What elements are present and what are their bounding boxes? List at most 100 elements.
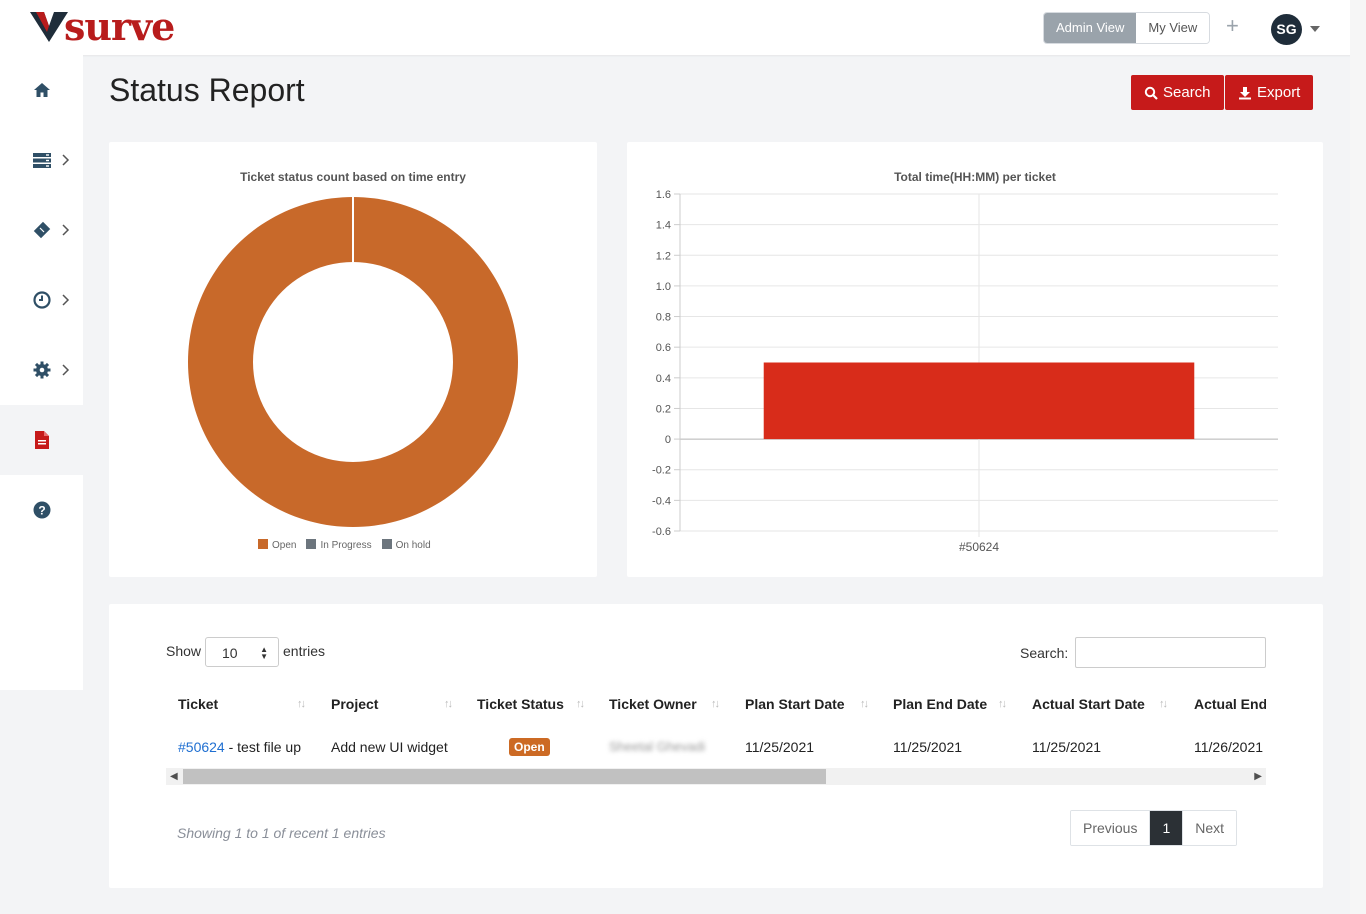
my-view-button[interactable]: My View [1136,13,1210,43]
pagination-next[interactable]: Next [1182,811,1237,845]
clock-icon [33,291,51,309]
sort-icon[interactable]: ↑↓ [576,698,585,710]
table-search-label: Search: [1020,645,1069,661]
time-chart-card [627,142,1323,577]
y-tick-label: 0.4 [656,373,671,385]
y-tick-label: -0.6 [652,526,671,538]
cell-plan-end: 11/25/2021 [893,739,963,755]
y-tick-label: 0.8 [656,312,671,324]
page-length-select[interactable]: 10 ▲ ▼ [205,637,279,667]
table-search-input[interactable] [1075,637,1266,668]
column-header-project[interactable]: Project [331,696,379,712]
y-tick-label: 0 [665,434,671,446]
sidebar-item-settings[interactable] [0,335,83,405]
download-icon [1239,86,1251,99]
chevron-down-icon[interactable] [1310,26,1320,32]
sidebar-item-reports[interactable] [0,405,83,475]
chevron-right-icon [62,294,70,306]
chevron-right-icon [62,224,70,236]
view-toggle: Admin View My View [1043,12,1211,44]
table-info: Showing 1 to 1 of recent 1 entries [177,825,386,841]
top-header: surve Admin View My View + SG [0,0,1366,55]
sidebar-item-servers[interactable] [0,125,83,195]
scroll-left-icon[interactable]: ◀ [170,771,178,782]
column-header-plan-end-date[interactable]: Plan End Date [893,696,988,712]
y-tick-label: 0.2 [656,403,671,415]
ticket-icon [32,220,52,240]
legend-item-in-progress[interactable]: In Progress [306,539,372,551]
scroll-right-icon[interactable]: ▶ [1254,771,1262,782]
sidebar-item-help[interactable]: ? [0,475,83,545]
chevron-right-icon [62,154,70,166]
gear-icon [33,361,51,379]
entries-label: entries [283,643,326,659]
column-header-actual-end-date[interactable]: Actual End Date [1194,696,1266,712]
legend-item-on-hold[interactable]: On hold [381,539,431,551]
y-tick-label: 0.6 [656,342,671,354]
logo[interactable]: surve [30,4,175,49]
logo-mark-icon [30,12,68,42]
export-button-label: Export [1257,84,1301,101]
donut-legend: Open In Progress On hold [258,539,431,551]
search-button[interactable]: Search [1131,75,1224,110]
sort-icon[interactable]: ↑↓ [711,698,720,710]
sidebar-item-home[interactable] [0,55,83,125]
file-icon [35,431,49,449]
select-arrows-icon: ▲ ▼ [260,645,268,661]
pagination-previous[interactable]: Previous [1071,811,1150,845]
page-title: Status Report [109,72,305,108]
search-icon [1144,86,1158,100]
pagination: Previous 1 Next [1070,810,1238,846]
bar-chart-title: Total time(HH:MM) per ticket [894,170,1056,184]
status-badge: Open [509,738,550,756]
show-label: Show [166,643,202,659]
donut-slice-open[interactable] [187,197,518,527]
y-tick-label: 1.4 [656,220,671,232]
avatar[interactable]: SG [1271,14,1302,45]
sort-icon[interactable]: ↑↓ [297,698,306,710]
y-tick-label: 1.6 [656,189,671,201]
bar-50624[interactable] [763,362,1195,440]
data-table: Ticket ↑↓ Project ↑↓ Ticket Status ↑↓ Ti… [166,686,1266,768]
sort-icon[interactable]: ↑↓ [1159,698,1168,710]
cell-ticket-owner: Sheetal Ghevadi [609,739,706,754]
home-icon [34,83,50,97]
column-header-ticket-status[interactable]: Ticket Status [477,696,564,712]
column-header-plan-start-date[interactable]: Plan Start Date [745,696,845,712]
chevron-right-icon [62,364,70,376]
scrollbar-thumb[interactable] [183,769,826,784]
cell-actual-start: 11/25/2021 [1032,739,1102,755]
sort-icon[interactable]: ↑↓ [860,698,869,710]
server-icon [33,153,51,168]
sidebar-item-tickets[interactable] [0,195,83,265]
sidebar-item-time[interactable] [0,265,83,335]
cell-plan-start: 11/25/2021 [745,739,815,755]
logo-text: surve [64,4,175,49]
column-header-actual-start-date[interactable]: Actual Start Date [1032,696,1145,712]
pagination-page-1[interactable]: 1 [1149,811,1183,845]
cell-actual-end: 11/26/2021 [1194,739,1264,755]
sort-icon[interactable]: ↑↓ [998,698,1007,710]
question-icon: ? [33,501,51,519]
column-header-ticket-owner[interactable]: Ticket Owner [609,696,697,712]
bar-chart: 1.6 1.4 1.2 1.0 0.8 0.6 0.4 0.2 0 -0.2 -0.4 -0.6 #50… [652,189,1278,554]
cell-ticket: #50624 - test file up [178,739,301,755]
y-tick-label: 1.0 [656,281,671,293]
column-header-ticket[interactable]: Ticket [178,696,219,712]
page-scrollbar[interactable] [1350,0,1366,914]
donut-chart-title: Ticket status count based on time entry [240,170,466,184]
ticket-link[interactable]: #50624 [178,739,225,755]
add-icon[interactable]: + [1226,13,1239,38]
y-tick-label: -0.2 [652,465,671,477]
export-button[interactable]: Export [1225,75,1314,110]
legend-item-open[interactable]: Open [258,539,296,551]
cell-project: Add new UI widget [331,739,448,755]
y-tick-label: 1.2 [656,250,671,262]
search-button-label: Search [1163,84,1211,101]
y-tick-label: -0.4 [652,495,671,507]
sort-icon[interactable]: ↑↓ [444,698,453,710]
table-horizontal-scrollbar[interactable]: ◀ ▶ [166,768,1266,785]
donut-chart [187,197,518,527]
svg-text:?: ? [38,504,45,518]
admin-view-button[interactable]: Admin View [1044,13,1137,43]
